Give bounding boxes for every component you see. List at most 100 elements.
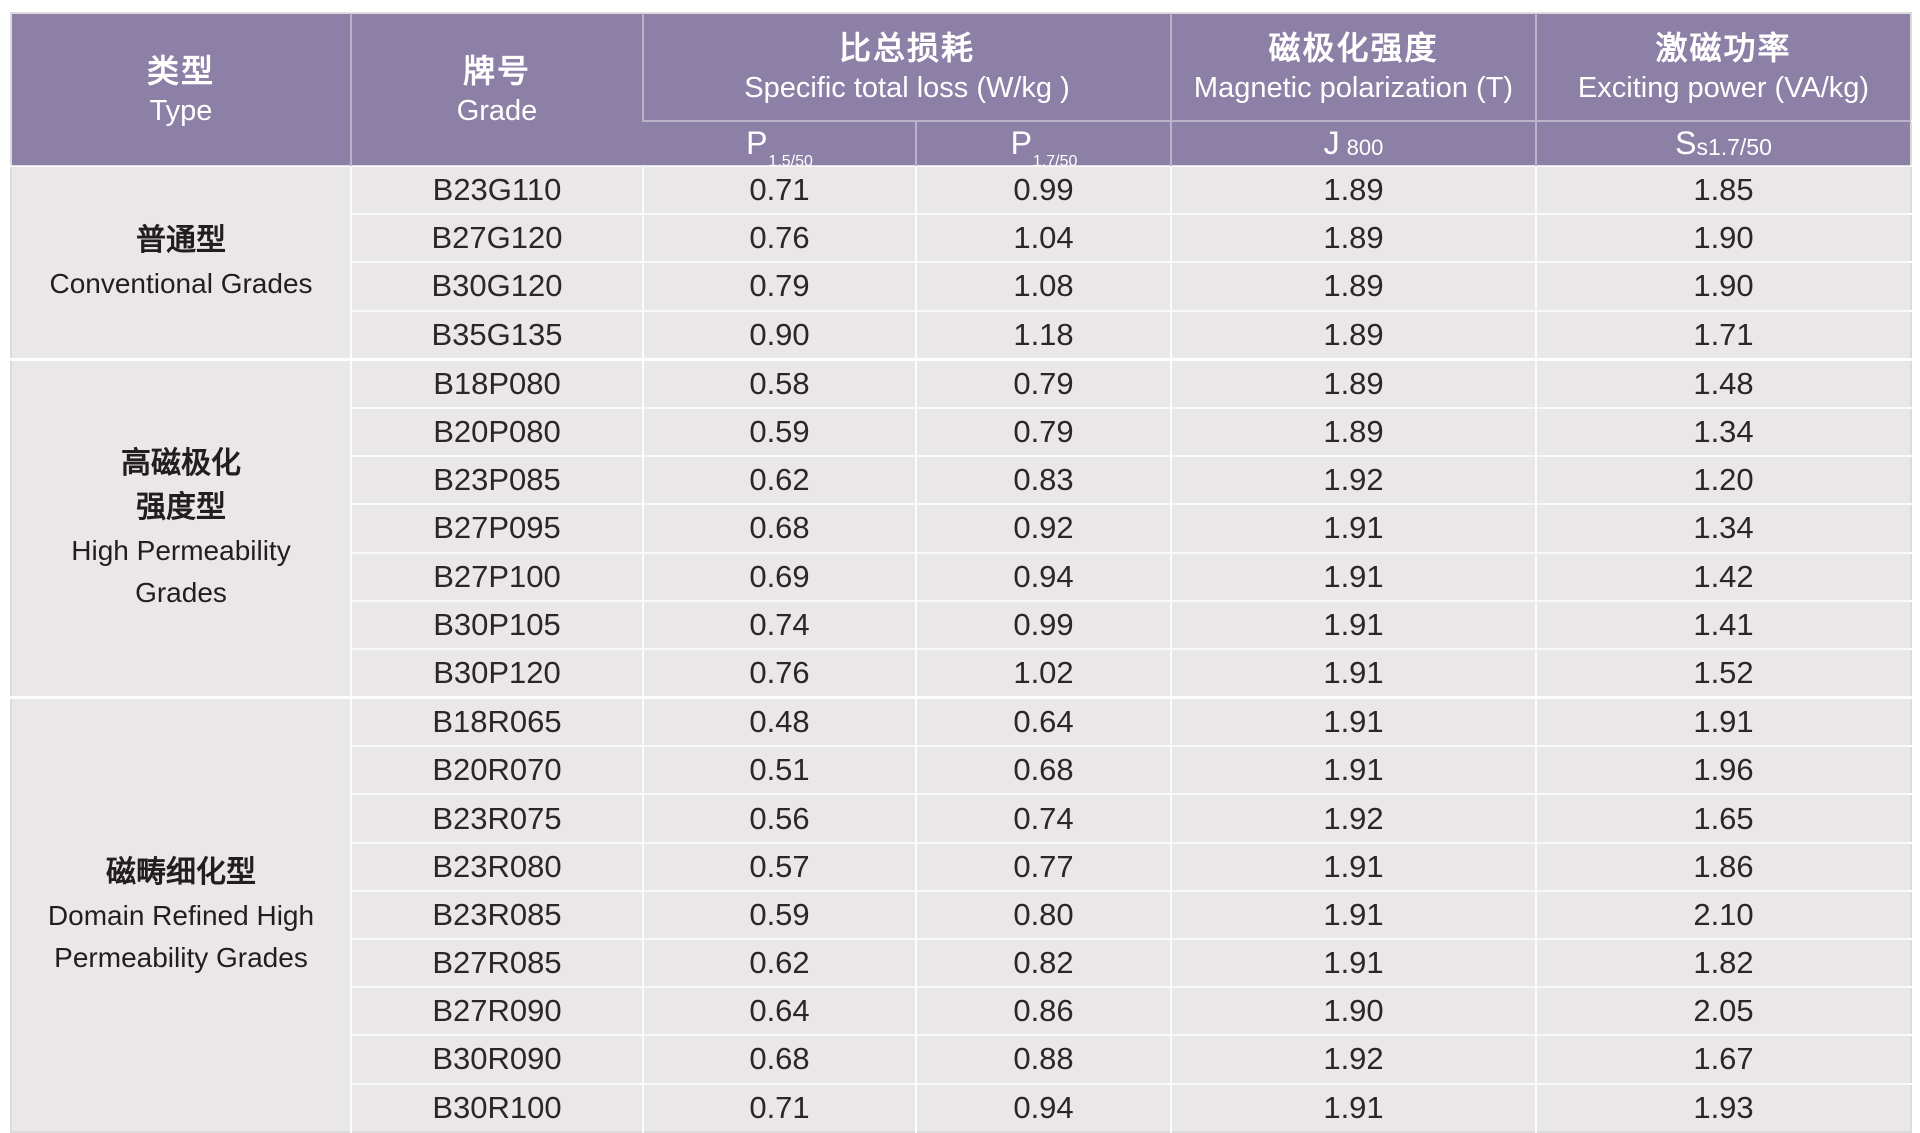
grade-cell: B18R065: [350, 696, 643, 747]
loss-header-en: Specific total loss (W/kg ): [744, 72, 1070, 104]
ss-cell: 1.90: [1535, 261, 1911, 311]
ss-cell: 1.34: [1535, 503, 1911, 553]
p15-cell: 0.71: [642, 1082, 916, 1132]
col-header-type: 类型 Type: [11, 13, 351, 166]
p15-cell: 0.59: [642, 406, 916, 457]
p17-symbol: P: [1010, 125, 1032, 161]
p15-cell: 0.90: [642, 309, 916, 360]
ss-cell: 1.67: [1535, 1034, 1911, 1084]
j800-cell: 1.91: [1170, 937, 1536, 988]
ss-cell: 2.10: [1535, 889, 1911, 939]
type-group-cell: 高磁极化 强度型 High Permeability Grades: [11, 357, 351, 698]
j800-cell: 1.89: [1170, 213, 1536, 263]
j800-cell: 1.89: [1170, 406, 1536, 457]
grade-cell: B20R070: [350, 745, 643, 795]
p17-cell: 0.82: [915, 937, 1171, 988]
p17-cell: 0.92: [915, 503, 1171, 553]
ss-cell: 1.93: [1535, 1082, 1911, 1132]
p17-cell: 1.18: [915, 309, 1171, 360]
p17-cell: 0.79: [915, 406, 1171, 457]
table-row: B27R085 0.62 0.82 1.91 1.82: [11, 937, 1911, 988]
j800-cell: 1.91: [1170, 647, 1536, 698]
p15-cell: 0.71: [642, 164, 916, 215]
table-row: 高磁极化 强度型 High Permeability Grades B18P080 0…: [11, 357, 1911, 698]
j800-cell: 1.90: [1170, 986, 1536, 1036]
p17-cell: 1.04: [915, 213, 1171, 263]
type-header-zh: 类型: [146, 52, 215, 89]
polarization-header-en: Magnetic polarization (T): [1193, 72, 1514, 104]
p17-cell: 0.88: [915, 1034, 1171, 1084]
polarization-header-zh: 磁极化强度: [1268, 30, 1439, 66]
grade-cell: B30P120: [350, 647, 643, 698]
table-row: B27R090 0.64 0.86 1.90 2.05: [11, 986, 1911, 1036]
grade-cell: B27R090: [350, 986, 643, 1036]
table-row: 磁畴细化型 Domain Refined High Permeability Gr…: [11, 696, 1911, 1132]
grade-cell: B30P105: [350, 599, 643, 649]
j800-cell: 1.89: [1170, 357, 1536, 408]
p15-cell: 0.74: [642, 599, 916, 649]
j800-cell: 1.91: [1170, 599, 1536, 649]
header-main-row: 类型 Type 牌号 Grade 比总损耗 Specific total los…: [11, 13, 1911, 166]
grade-cell: B30R090: [350, 1034, 643, 1084]
type-group-label-en: Domain Refined High Permeability Grades: [47, 899, 315, 973]
p17-cell: 0.68: [915, 745, 1171, 795]
p17-cell: 0.94: [915, 551, 1171, 601]
col-header-grade: 牌号 Grade: [350, 13, 643, 166]
grade-cell: B23G110: [350, 164, 643, 215]
exciting-header-zh: 激磁功率: [1655, 30, 1792, 66]
grade-cell: B20P080: [350, 406, 643, 457]
grade-header-en: Grade: [456, 94, 538, 127]
ss-cell: 1.96: [1535, 745, 1911, 795]
subcol-header-ss1750: Ss1.7/50: [1535, 120, 1911, 166]
j800-cell: 1.89: [1170, 261, 1536, 311]
ss-cell: 1.90: [1535, 213, 1911, 263]
table-row: B27P095 0.68 0.92 1.91 1.34: [11, 503, 1911, 553]
p15-cell: 0.68: [642, 503, 916, 553]
j800-cell: 1.92: [1170, 793, 1536, 843]
p15-cell: 0.56: [642, 793, 916, 843]
subcol-header-p15: P1.5/50: [643, 120, 916, 170]
ss-suffix: s1.7/50: [1696, 134, 1772, 160]
p17-cell: 0.64: [915, 696, 1171, 747]
table-row: B20P080 0.59 0.79 1.89 1.34: [11, 406, 1911, 457]
p15-cell: 0.57: [642, 841, 916, 891]
p17-cell: 0.74: [915, 793, 1171, 843]
type-group-label-zh: 高磁极化 强度型: [121, 447, 241, 525]
p15-cell: 0.62: [642, 937, 916, 988]
p17-subscript: 1.7/50: [1032, 153, 1078, 170]
j800-symbol: J: [1323, 125, 1340, 161]
j800-cell: 1.92: [1170, 455, 1536, 505]
ss-cell: 1.34: [1535, 406, 1911, 457]
table-row: B23P085 0.62 0.83 1.92 1.20: [11, 455, 1911, 505]
grade-cell: B27R085: [350, 937, 643, 988]
type-group-label-zh: 普通型: [136, 224, 226, 258]
table-row: B30R090 0.68 0.88 1.92 1.67: [11, 1034, 1911, 1084]
p17-cell: 1.02: [915, 647, 1171, 698]
header-sub-row: P1.5/50 P1.7/50 J 800 Ss1.7/50: [11, 120, 1911, 170]
p15-subscript: 1.5/50: [768, 153, 813, 170]
steel-grades-table: 类型 Type 牌号 Grade 比总损耗 Specific total los…: [10, 12, 1912, 1133]
p17-cell: 0.99: [915, 599, 1171, 649]
p15-cell: 0.51: [642, 745, 916, 795]
p15-cell: 0.76: [642, 647, 916, 698]
type-group-label-en: Conventional Grades: [49, 268, 313, 300]
ss-cell: 1.20: [1535, 455, 1911, 505]
type-group-cell: 磁畴细化型 Domain Refined High Permeability Gr…: [11, 696, 351, 1132]
ss-cell: 1.82: [1535, 937, 1911, 988]
j800-cell: 1.91: [1170, 503, 1536, 553]
p17-cell: 0.77: [915, 841, 1171, 891]
ss-cell: 1.91: [1535, 696, 1911, 747]
j800-cell: 1.92: [1170, 1034, 1536, 1084]
table-body: 普通型 Conventional Grades B23G110 0.71 0.99 1.8…: [11, 164, 1911, 1132]
j800-cell: 1.91: [1170, 745, 1536, 795]
j800-cell: 1.91: [1170, 551, 1536, 601]
table-row: B23R080 0.57 0.77 1.91 1.86: [11, 841, 1911, 891]
subcol-header-p17: P1.7/50: [915, 120, 1171, 170]
table-row: B23R075 0.56 0.74 1.92 1.65: [11, 793, 1911, 843]
table-header: 类型 Type 牌号 Grade 比总损耗 Specific total los…: [11, 13, 1911, 170]
ss-cell: 1.71: [1535, 309, 1911, 360]
table-row: B30P105 0.74 0.99 1.91 1.41: [11, 599, 1911, 649]
type-header-en: Type: [149, 94, 213, 127]
type-group-label-en: High Permeability Grades: [71, 535, 291, 609]
grade-cell: B27P100: [350, 551, 643, 601]
